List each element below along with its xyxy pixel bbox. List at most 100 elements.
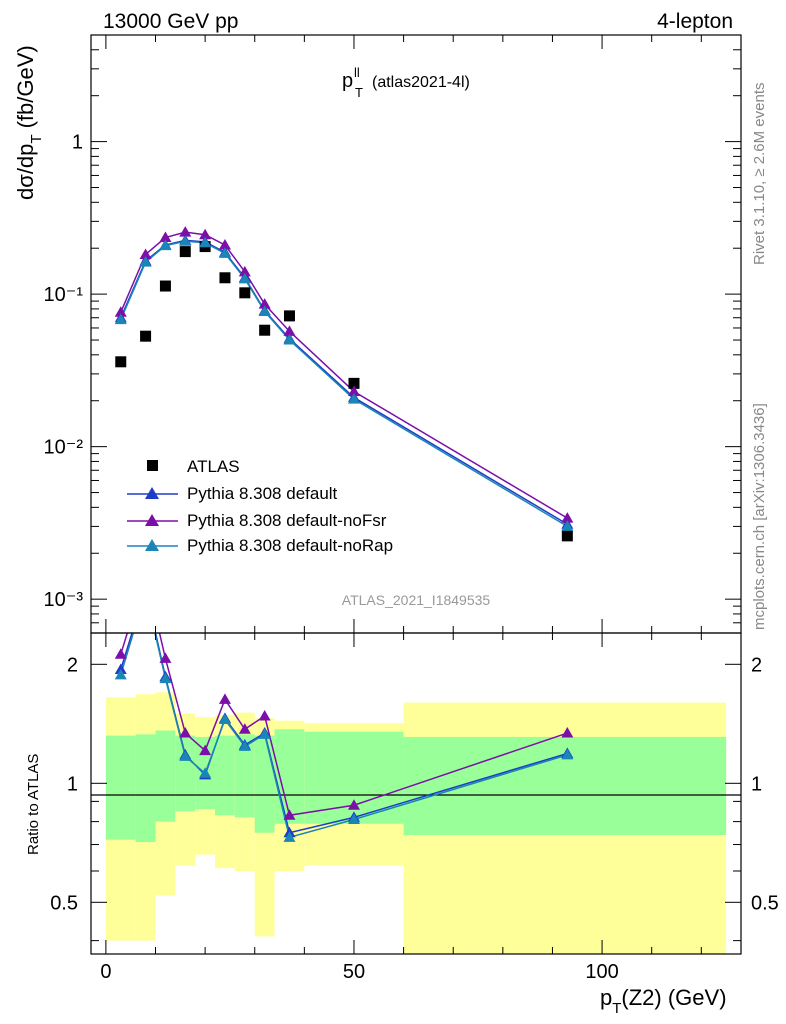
main-markers xyxy=(114,226,574,542)
series-point-3 xyxy=(139,256,152,267)
data-point-atlas xyxy=(561,530,573,542)
legend-label-default: Pythia 8.308 default xyxy=(187,484,338,503)
series-point-3 xyxy=(114,313,127,325)
ratio-point-2 xyxy=(218,713,231,725)
plot-title-extra: (atlas2021-4l) xyxy=(372,74,470,91)
ratio-point-1 xyxy=(179,727,192,738)
xlabel: pT(Z2) (GeV) xyxy=(600,985,727,1017)
y-tick-label: 1 xyxy=(72,132,83,154)
ratio-point-1 xyxy=(114,648,127,659)
ratio-y-tick-label-right: 0.5 xyxy=(751,892,779,914)
y-tick-label: 10⁻³ xyxy=(44,589,84,611)
x-tick-label: 0 xyxy=(100,961,111,983)
ratio-axes: 0.5 0.5 1 1 2 2 0 50 100 xyxy=(50,633,779,983)
plot-title: p ll T (atlas2021-4l) xyxy=(342,65,470,100)
legend-marker-default xyxy=(145,487,159,499)
series-point-3 xyxy=(347,393,360,404)
ratio-point-2 xyxy=(283,831,296,842)
series-point-2 xyxy=(218,238,231,250)
inner-band xyxy=(155,730,176,822)
ratio-y-tick-label-right: 1 xyxy=(751,773,762,795)
svg-text:pT(Z2) (GeV): pT(Z2) (GeV) xyxy=(600,985,727,1017)
plot-title-sub: T xyxy=(355,85,363,100)
series-point-2 xyxy=(561,512,574,523)
ratio-point-2 xyxy=(199,767,212,778)
ratio-y-tick-label: 0.5 xyxy=(50,892,78,914)
svg-text:dσ/dpT(fb/GeV): dσ/dpT (fb/GeV) xyxy=(13,45,45,200)
xlabel-sub: T xyxy=(612,1000,621,1017)
ratio-point-2 xyxy=(561,748,574,760)
plot-title-main: p xyxy=(342,70,353,92)
header-left: 13000 GeV pp xyxy=(103,10,238,33)
x-tick-label: 100 xyxy=(585,961,618,983)
ratio-point-2 xyxy=(238,740,251,751)
ratio-point-1 xyxy=(199,744,212,756)
series-point-2 xyxy=(159,231,172,243)
series-point-3 xyxy=(159,239,172,251)
main-ylabel: dσ/dpT (fb/GeV) xyxy=(13,45,45,200)
data-point-atlas xyxy=(219,272,231,284)
legend-marker-atlas xyxy=(147,460,158,471)
ratio-point-0 xyxy=(114,663,127,675)
side-text-top: Rivet 3.1.10, ≥ 2.6M events xyxy=(751,83,768,266)
series-point-3 xyxy=(561,520,574,531)
watermark: ATLAS_2021_I1849535 xyxy=(342,592,491,608)
series-point-3 xyxy=(283,334,296,345)
series-point-2 xyxy=(238,265,251,277)
inner-band xyxy=(175,735,196,812)
main-ylabel-text: dσ/dp xyxy=(13,144,38,200)
ratio-point-2 xyxy=(140,586,152,597)
ratio-frame xyxy=(90,632,742,955)
ratio-panel: 0.5 0.5 1 1 2 2 0 50 100 xyxy=(50,567,779,983)
xlabel-text: p xyxy=(600,985,612,1010)
x-tick-label: 50 xyxy=(343,961,365,983)
series-point-3 xyxy=(218,247,231,258)
data-point-atlas xyxy=(179,246,191,258)
data-point-atlas xyxy=(140,330,152,342)
ratio-y-tick-label-right: 2 xyxy=(751,654,762,676)
data-point-atlas xyxy=(348,377,360,389)
inner-band xyxy=(215,735,235,816)
legend-marker-nofsr xyxy=(145,514,159,526)
inner-band xyxy=(105,735,136,840)
ratio-point-1 xyxy=(561,727,574,738)
ratio-point-0 xyxy=(140,583,152,594)
data-point-atlas xyxy=(115,356,127,368)
ratio-point-1 xyxy=(218,693,231,704)
series-point-3 xyxy=(179,235,192,246)
ratio-point-1 xyxy=(159,652,172,663)
inner-band xyxy=(403,736,727,835)
inner-band xyxy=(254,735,275,833)
ratio-point-1 xyxy=(258,709,271,721)
ratio-point-1 xyxy=(238,723,251,734)
inner-band xyxy=(135,734,156,843)
series-point-3 xyxy=(199,236,212,248)
data-point-atlas xyxy=(239,287,251,299)
inner-band xyxy=(234,734,255,818)
series-point-3 xyxy=(258,305,271,316)
xlabel-rest: (Z2) (GeV) xyxy=(621,985,726,1010)
series-point-2 xyxy=(283,325,296,336)
side-text-bottom: mcplots.cern.ch [arXiv:1306.3436] xyxy=(751,403,768,630)
legend-label-nofsr: Pythia 8.308 default-noFsr xyxy=(187,511,387,530)
header-right: 4-lepton xyxy=(657,10,733,33)
series-point-2 xyxy=(179,226,192,237)
series-point-2 xyxy=(139,248,152,259)
ratio-markers xyxy=(114,567,574,842)
ratio-ylabel: Ratio to ATLAS xyxy=(25,754,42,855)
ratio-point-1 xyxy=(283,809,296,820)
ratio-point-2 xyxy=(347,813,360,824)
legend-label-norap: Pythia 8.308 default-noRap xyxy=(187,536,393,555)
legend-marker-norap xyxy=(145,539,159,551)
data-point-atlas xyxy=(283,310,295,322)
ratio-point-1 xyxy=(140,567,152,578)
plot-title-sup: ll xyxy=(354,65,360,80)
legend: ATLAS Pythia 8.308 default Pythia 8.308 … xyxy=(127,457,393,555)
ratio-point-2 xyxy=(179,750,192,761)
legend-label-atlas: ATLAS xyxy=(187,457,240,476)
series-point-3 xyxy=(238,272,251,284)
ratio-y-tick-label: 2 xyxy=(67,654,78,676)
y-tick-label: 10⁻² xyxy=(44,437,84,459)
series-point-2 xyxy=(258,298,271,309)
